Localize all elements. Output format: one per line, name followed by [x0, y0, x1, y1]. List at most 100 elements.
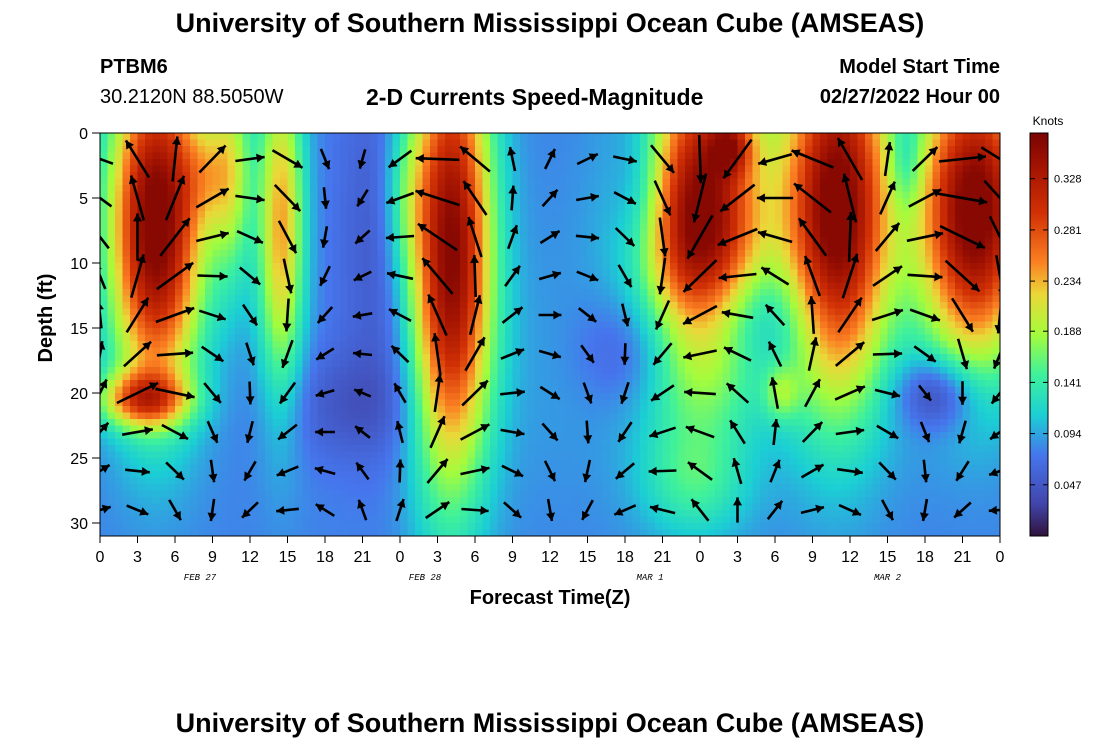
heatmap-cell: [587, 172, 596, 180]
heatmap-cell: [490, 347, 499, 355]
heatmap-cell: [482, 315, 491, 323]
heatmap-cell: [242, 406, 251, 414]
heatmap-cell: [152, 425, 161, 433]
heatmap-cell: [122, 133, 131, 141]
heatmap-cell: [197, 152, 206, 160]
heatmap-cell: [445, 276, 454, 284]
heatmap-cell: [257, 295, 266, 303]
heatmap-cell: [602, 308, 611, 316]
heatmap-cell: [122, 178, 131, 186]
heatmap-cell: [205, 406, 214, 414]
heatmap-cell: [662, 243, 671, 251]
heatmap-cell: [370, 445, 379, 453]
heatmap-cell: [197, 529, 206, 536]
heatmap-cell: [452, 367, 461, 375]
heatmap-cell: [257, 484, 266, 492]
heatmap-cell: [220, 438, 229, 446]
heatmap-cell: [430, 490, 439, 498]
heatmap-cell: [655, 399, 664, 407]
heatmap-cell: [152, 224, 161, 232]
heatmap-cell: [452, 477, 461, 485]
heatmap-cell: [370, 276, 379, 284]
heatmap-cell: [505, 230, 514, 238]
heatmap-cell: [505, 458, 514, 466]
heatmap-cell: [265, 250, 274, 258]
heatmap-cell: [497, 464, 506, 472]
heatmap-cell: [145, 419, 154, 427]
heatmap-cell: [692, 165, 701, 173]
heatmap-cell: [437, 438, 446, 446]
heatmap-cell: [557, 178, 566, 186]
heatmap-cell: [257, 198, 266, 206]
heatmap-cell: [100, 341, 109, 349]
heatmap-cell: [542, 380, 551, 388]
heatmap-cell: [302, 211, 311, 219]
heatmap-cell: [370, 269, 379, 277]
heatmap-cell: [167, 139, 176, 147]
heatmap-cell: [385, 523, 394, 531]
heatmap-cell: [557, 308, 566, 316]
heatmap-cell: [197, 510, 206, 518]
heatmap-cell: [587, 185, 596, 193]
heatmap-cell: [392, 373, 401, 381]
heatmap-cell: [685, 347, 694, 355]
heatmap-cell: [302, 263, 311, 271]
heatmap-cell: [107, 516, 116, 524]
heatmap-cell: [497, 334, 506, 342]
heatmap-cell: [235, 256, 244, 264]
heatmap-cell: [280, 503, 289, 511]
heatmap-cell: [535, 386, 544, 394]
heatmap-cell: [220, 354, 229, 362]
heatmap-cell: [647, 386, 656, 394]
heatmap-cell: [512, 289, 521, 297]
heatmap-cell: [572, 276, 581, 284]
heatmap-cell: [257, 334, 266, 342]
heatmap-cell: [610, 529, 619, 536]
heatmap-cell: [235, 432, 244, 440]
heatmap-cell: [587, 471, 596, 479]
heatmap-cell: [107, 393, 116, 401]
heatmap-cell: [595, 204, 604, 212]
heatmap-cell: [625, 471, 634, 479]
heatmap-cell: [557, 250, 566, 258]
heatmap-cell: [272, 373, 281, 381]
heatmap-cell: [160, 217, 169, 225]
heatmap-cell: [272, 484, 281, 492]
heatmap-cell: [100, 393, 109, 401]
heatmap-cell: [130, 159, 139, 167]
heatmap-cell: [610, 282, 619, 290]
heatmap-cell: [445, 146, 454, 154]
heatmap-cell: [610, 360, 619, 368]
heatmap-cell: [677, 217, 686, 225]
heatmap-cell: [677, 295, 686, 303]
heatmap-cell: [377, 224, 386, 232]
heatmap-cell: [265, 178, 274, 186]
heatmap-cell: [152, 243, 161, 251]
heatmap-cell: [310, 497, 319, 505]
heatmap-cell: [557, 393, 566, 401]
heatmap-cell: [347, 484, 356, 492]
heatmap-cell: [205, 269, 214, 277]
heatmap-cell: [565, 263, 574, 271]
heatmap-cell: [370, 217, 379, 225]
heatmap-cell: [430, 159, 439, 167]
heatmap-cell: [497, 315, 506, 323]
heatmap-cell: [160, 445, 169, 453]
heatmap-cell: [557, 425, 566, 433]
heatmap-cell: [670, 464, 679, 472]
heatmap-cell: [317, 230, 326, 238]
heatmap-cell: [527, 159, 536, 167]
heatmap-cell: [602, 198, 611, 206]
heatmap-cell: [145, 386, 154, 394]
heatmap-cell: [452, 464, 461, 472]
heatmap-cell: [257, 282, 266, 290]
heatmap-cell: [422, 347, 431, 355]
heatmap-cell: [310, 269, 319, 277]
heatmap-cell: [325, 477, 334, 485]
heatmap-cell: [467, 211, 476, 219]
heatmap-cell: [167, 191, 176, 199]
heatmap-cell: [332, 256, 341, 264]
heatmap-cell: [617, 451, 626, 459]
heatmap-cell: [700, 243, 709, 251]
heatmap-cell: [640, 250, 649, 258]
